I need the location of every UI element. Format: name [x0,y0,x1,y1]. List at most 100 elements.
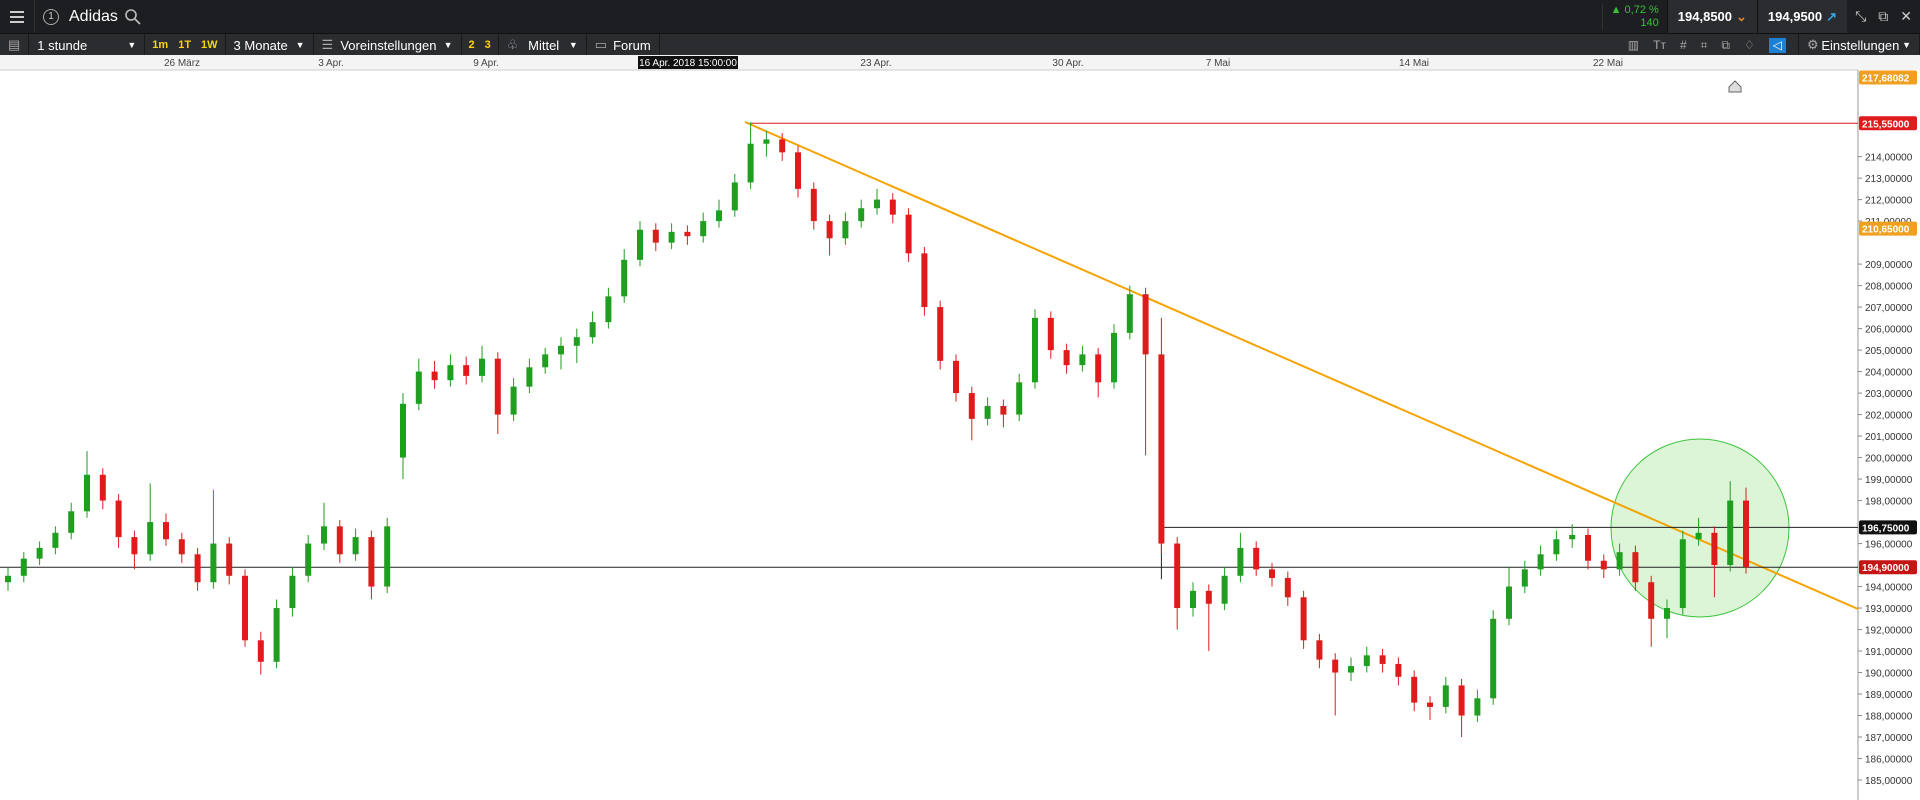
candle-body [700,221,707,237]
candle-body [1126,294,1133,333]
candle-body [1727,500,1734,566]
y-tick-label: 186,00000 [1865,755,1913,766]
y-tick-label: 201,00000 [1865,432,1913,443]
candle-body [716,210,722,222]
candle-body [257,640,264,662]
candle-body [415,371,422,404]
range-select[interactable]: 3 Monate ▼ [226,34,314,56]
sell-button[interactable]: 194,8500 ⌄ [1666,0,1757,33]
indicator: Mittel [528,37,560,53]
candle-body [1395,663,1402,677]
candle-body [1284,577,1291,598]
candle-body [99,474,106,501]
y-tick-label: 207,00000 [1865,303,1913,314]
candle-body [542,354,549,368]
y-tick-label: 199,00000 [1865,475,1913,486]
candle-body [52,532,59,548]
candle-body [20,558,27,576]
candle-body [305,543,312,576]
chart-tools[interactable]: ▥ Tт # ⌗ ⧉ ♢ ◁ [1628,37,1798,53]
candle-body [1553,539,1560,555]
candle-body [1490,618,1497,699]
y-tick-label: 196,00000 [1865,540,1913,551]
x-tick-label: 14 Mai [1399,58,1429,69]
interval-select[interactable]: 1 stunde ▼ [29,34,146,56]
y-tick-label: 208,00000 [1865,282,1913,293]
change-percent: ▲ 0,72 % [1610,3,1659,16]
candle-body [147,522,154,555]
y-tick-label: 192,00000 [1865,626,1913,637]
candle-body [921,253,928,308]
panel-toggle[interactable]: ▤ [0,34,30,56]
candle-body [889,199,896,215]
candle-body [1585,534,1591,561]
settings-button[interactable]: ⚙ Einstellungen ▼ [1798,34,1920,56]
window-controls[interactable]: ⤡ ⧉ ✕ [1855,8,1912,24]
candle-body [637,229,643,260]
y-tick-label: 190,00000 [1865,669,1913,680]
candle-body [1411,676,1418,703]
x-tick-label: 22 Mai [1593,58,1623,69]
candle-body [1300,597,1307,641]
candle-body [1632,552,1639,583]
y-tick-label: 198,00000 [1865,497,1913,508]
price-label: 196,75000 [1862,523,1910,534]
quick-interval[interactable]: 1m [152,39,169,51]
layout[interactable]: 3 [484,39,491,51]
candle-body [621,259,628,297]
candle-body [242,575,248,641]
candle-body [210,543,217,583]
candle-body [558,345,564,355]
candle-body [368,537,375,587]
candle-body [668,231,675,243]
candle-body [1537,554,1544,570]
notification-badge[interactable]: 1 [43,8,59,25]
candle-body [84,474,90,512]
candle-body [479,358,485,376]
search-icon[interactable] [124,8,142,26]
sell-price: 194,8500 [1677,9,1733,24]
candle-body [384,526,391,587]
candle-body [1047,317,1054,351]
forum: Forum [613,37,651,53]
candle-body [842,221,849,239]
y-tick-label: 209,00000 [1865,260,1913,271]
buy-button[interactable]: 194,9500 ↗ [1756,0,1848,33]
price-label-bg [1859,520,1917,535]
x-tick-label: 26 März [164,58,200,69]
indicator-select[interactable]: ♧ Mittel ▼ [499,34,587,56]
candle-body [1521,569,1528,587]
candle-body [1095,354,1102,383]
price-label: 210,65000 [1862,225,1910,236]
candle-body [1648,582,1655,619]
candle-body [131,537,138,555]
candle-body [1442,685,1449,707]
presets-select[interactable]: ☰ Voreinstellungen ▼ [314,34,462,56]
candle-body [1032,317,1038,383]
candle-body [289,575,296,609]
quick-interval[interactable]: 1W [201,39,218,51]
candle-body [858,208,865,222]
candle-body [1348,666,1354,673]
interval: 1 stunde [37,37,88,53]
instrument-name[interactable]: Adidas [69,7,118,25]
candle-body [1695,532,1702,540]
y-tick-label: 204,00000 [1865,368,1913,379]
candle-body [1379,655,1386,664]
candle-body [1253,547,1260,570]
layout[interactable]: 2 [468,39,475,51]
x-tick-label: 30 Apr. [1052,58,1083,69]
menu-button[interactable] [0,0,35,33]
candle-body [795,152,801,189]
buy-price: 194,9500 [1767,9,1823,24]
candle-body [526,367,533,387]
candle-body [968,393,975,419]
candle-body [1158,354,1165,544]
forum-button[interactable]: ▭ Forum [587,34,660,56]
alert-icon[interactable] [1728,80,1742,93]
candle-body [731,182,738,211]
candle-body [905,214,912,254]
quick-interval[interactable]: 1T [178,39,192,51]
candle-body [1427,702,1433,707]
